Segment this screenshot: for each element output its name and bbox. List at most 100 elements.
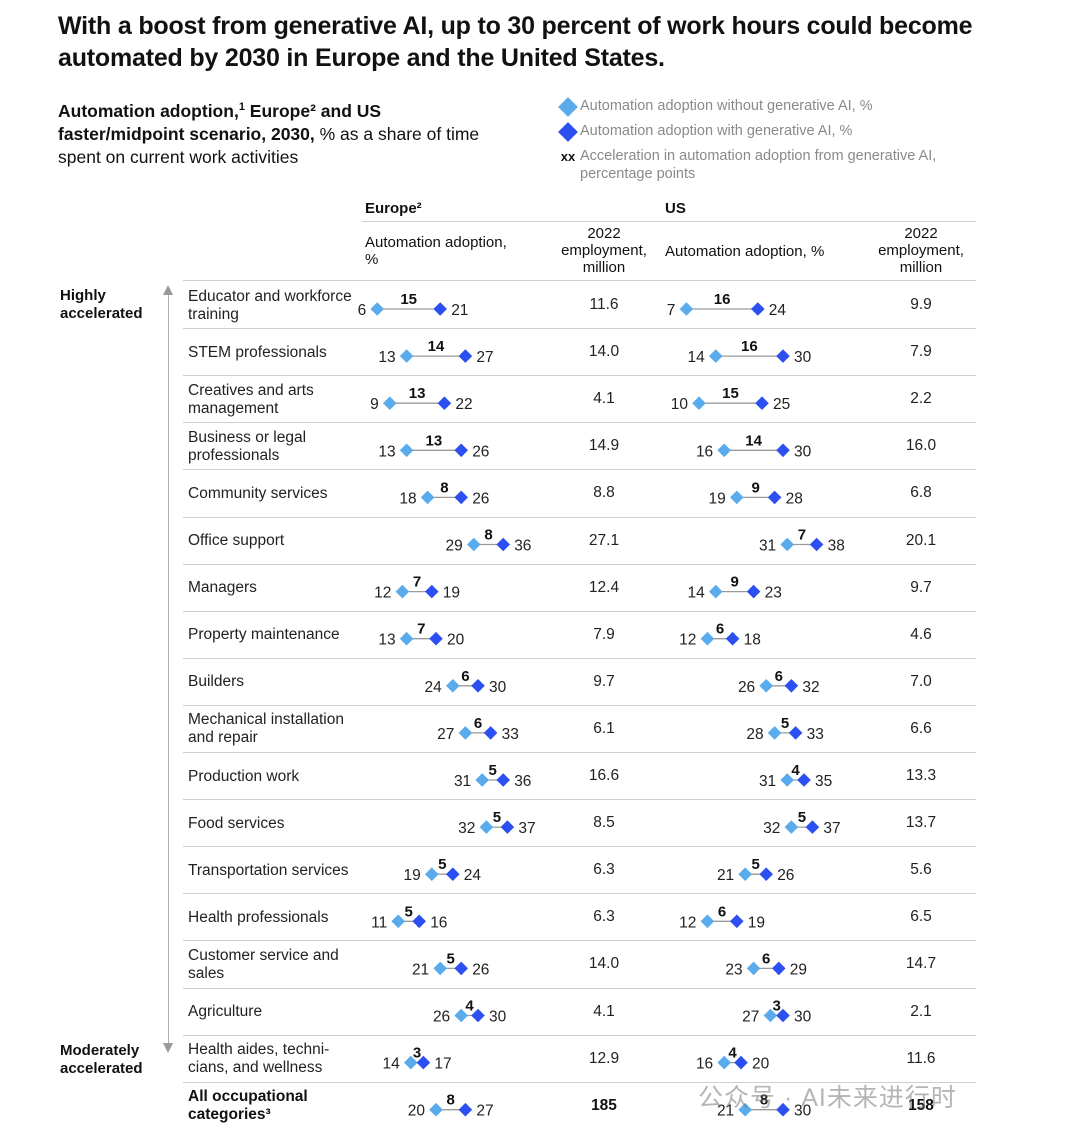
us-dumbbell-without-label: 10 (671, 396, 689, 413)
us-dumbbell-with-label: 30 (794, 1103, 812, 1120)
axis-label-bottom: Moderately accelerated (60, 1042, 143, 1077)
eu-dumbbell-accel-label: 5 (447, 950, 455, 967)
eu-dumbbell-without-marker (391, 914, 405, 929)
legend-item-accel: xx Acceleration in automation adoption f… (556, 147, 996, 183)
us-dumbbell-accel-label: 15 (722, 385, 739, 402)
row-label: Property maintenance (188, 626, 340, 644)
eu-dumbbell-with-label: 36 (514, 773, 531, 790)
us-dumbbell-without-marker (709, 584, 723, 599)
us-dumbbell-with-marker (734, 1055, 748, 1070)
employment-value-eu: 4.1 (593, 1002, 615, 1020)
us-dumbbell-without-label: 31 (759, 538, 776, 555)
employment-value-eu: 8.8 (593, 484, 615, 502)
us-dumbbell-without-marker (709, 349, 723, 363)
eu-dumbbell-with-label: 20 (447, 632, 465, 649)
employment-value-us: 6.6 (910, 719, 932, 737)
us-dumbbell-without-label: 16 (696, 443, 713, 460)
eu-dumbbell-without-label: 13 (378, 349, 395, 366)
us-dumbbell-with-marker (767, 490, 782, 505)
employment-value-us: 13.7 (905, 814, 937, 832)
legend-label-with: Automation adoption with generative AI, … (580, 123, 853, 139)
us-dumbbell-with-marker (776, 1102, 790, 1117)
row-divider (183, 893, 976, 895)
row-divider (183, 704, 976, 706)
us-dumbbell-without-marker (679, 302, 694, 316)
header-emp-eu: 2022 employment, million (561, 225, 647, 276)
eu-dumbbell-accel-label: 13 (426, 432, 443, 449)
row-label: Community services (188, 484, 328, 502)
header-adoption-us: Automation adoption, % (665, 243, 825, 260)
employment-value-eu: 16.6 (588, 767, 620, 784)
eu-dumbbell-without-label: 13 (378, 443, 395, 460)
subtitle-bold-2: Europe² and US faster/midpoint scenario,… (58, 100, 382, 144)
us-dumbbell-without-label: 14 (688, 349, 706, 366)
us-dumbbell-with-marker (809, 537, 824, 552)
eu-dumbbell-without-marker (395, 584, 410, 599)
us-dumbbell-without-marker (763, 1008, 778, 1023)
eu-dumbbell-with-label: 27 (476, 1103, 493, 1120)
header-us: US (665, 200, 686, 217)
us-dumbbell-with-marker (725, 631, 740, 646)
eu-dumbbell-with-marker (500, 820, 515, 834)
us-dumbbell-accel-label: 6 (716, 621, 724, 638)
us-dumbbell-without-marker (746, 961, 761, 976)
us-dumbbell-without-label: 12 (679, 914, 696, 931)
us-dumbbell-with-label: 24 (769, 302, 787, 319)
eu-dumbbell-with-marker (454, 443, 468, 458)
us-dumbbell-without-label: 31 (759, 773, 776, 790)
header-adoption-eu: Automation adoption, % (365, 234, 507, 268)
eu-dumbbell-without-marker (404, 1055, 418, 1070)
us-dumbbell-without-marker (780, 537, 794, 552)
eu-dumbbell-with-marker (437, 396, 452, 410)
us-dumbbell-accel-label: 7 (798, 527, 806, 544)
watermark: 公众号 · AI未来进行时 (698, 1084, 957, 1112)
eu-dumbbell-accel-label: 7 (417, 621, 425, 638)
header-emp-us: 2022 employment, million (878, 225, 964, 276)
eu-dumbbell-without-label: 6 (358, 302, 367, 319)
eu-dumbbell-without-marker (458, 726, 473, 740)
row-label: Builders (188, 673, 244, 691)
us-dumbbell-accel-label: 9 (752, 479, 760, 496)
eu-dumbbell-without-marker (429, 1102, 443, 1117)
row-label: Mechanical installation and repair (188, 711, 344, 747)
employment-value-eu: 4.1 (593, 390, 615, 408)
eu-dumbbell-with-marker (412, 914, 426, 929)
us-dumbbell-with-marker (751, 302, 765, 316)
eu-dumbbell-accel-label: 5 (405, 903, 413, 920)
us-dumbbell-with-label: 32 (802, 679, 819, 696)
us-dumbbell-with-label: 20 (752, 1056, 770, 1073)
us-dumbbell-without-marker (759, 679, 773, 693)
us-dumbbell-with-marker (746, 584, 761, 599)
us-dumbbell-without-marker (717, 443, 731, 458)
us-dumbbell-with-label: 30 (794, 443, 812, 460)
row-label: Creatives and arts management (188, 381, 314, 417)
employment-value-us: 16.0 (905, 437, 937, 455)
eu-dumbbell-without-marker (399, 443, 414, 458)
us-dumbbell-without-marker (692, 396, 706, 410)
row-divider (183, 469, 976, 471)
employment-value-us: 9.9 (910, 296, 932, 313)
employment-value-us: 5.6 (910, 861, 932, 879)
us-dumbbell-with-label: 38 (828, 538, 845, 555)
eu-dumbbell-with-label: 26 (472, 961, 489, 978)
eu-dumbbell-with-label: 36 (514, 538, 531, 555)
employment-value-eu: 14.0 (588, 343, 620, 361)
us-dumbbell-without-label: 19 (709, 490, 726, 507)
us-dumbbell-without-label: 28 (746, 726, 763, 743)
us-dumbbell-accel-label: 8 (760, 1092, 768, 1109)
us-dumbbell-without-marker (784, 820, 799, 834)
employment-value-eu: 8.5 (593, 814, 615, 832)
employment-value-us: 14.7 (905, 955, 937, 973)
eu-dumbbell-without-label: 20 (408, 1103, 426, 1120)
eu-dumbbell-with-marker (425, 584, 439, 599)
eu-dumbbell-accel-label: 5 (493, 809, 501, 826)
us-dumbbell-with-label: 33 (807, 726, 824, 743)
employment-value-eu: 7.9 (593, 625, 615, 643)
eu-dumbbell-with-label: 27 (476, 349, 493, 366)
eu-dumbbell-with-label: 33 (502, 726, 519, 743)
row-divider (183, 799, 976, 801)
eu-dumbbell-accel-label: 5 (489, 762, 497, 779)
row-divider (183, 940, 976, 942)
employment-value-eu: 6.3 (593, 908, 615, 926)
us-dumbbell-accel-label: 14 (745, 432, 762, 449)
